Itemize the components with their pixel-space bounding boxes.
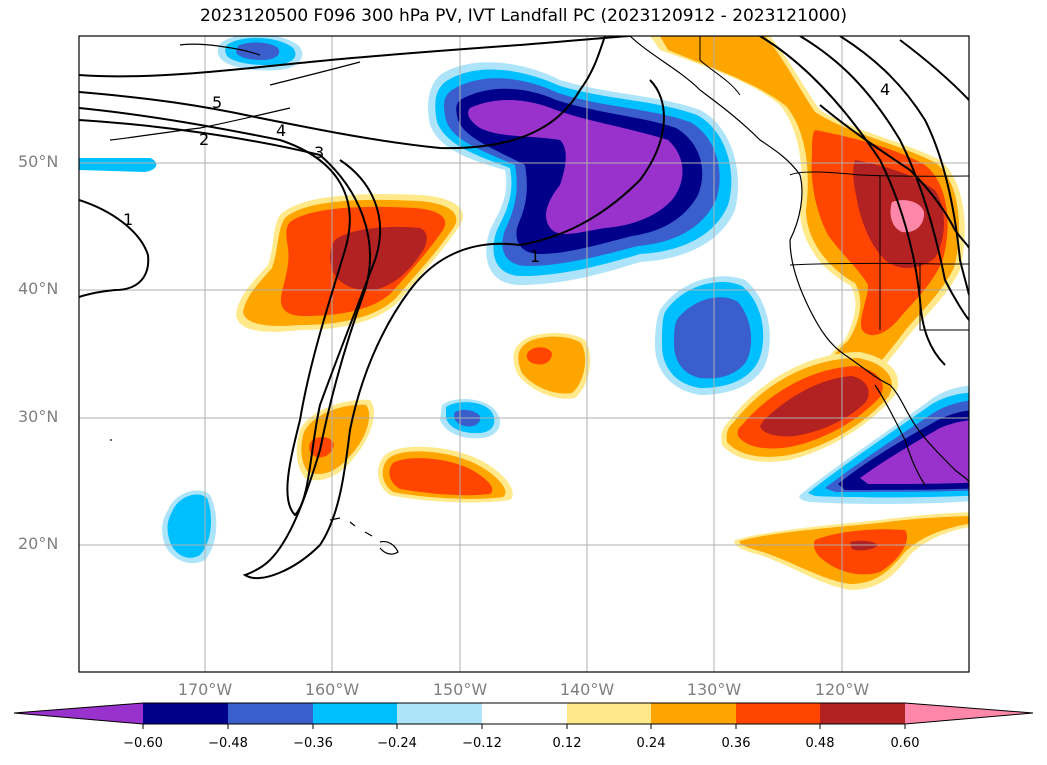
- map-title: 2023120500 F096 300 hPa PV, IVT Landfall…: [199, 6, 847, 26]
- colorbar-segment-4: [397, 703, 482, 724]
- graticule: [79, 36, 969, 672]
- contour-label-5: 5: [212, 93, 222, 112]
- colorbar-segment-6: [567, 703, 651, 724]
- contour-label-1-central: 1: [530, 247, 540, 266]
- coastlines: [109, 36, 969, 555]
- map-plot-area: 5 4 2 3 1 1 4: [79, 36, 969, 672]
- negative-anomaly-southeast: [799, 385, 969, 505]
- colorbar: [13, 702, 1034, 729]
- colorbar-segment-9: [820, 703, 905, 724]
- positive-anomaly-north-america: [650, 36, 965, 397]
- negative-anomaly-subtropical-east: [655, 276, 770, 395]
- colorbar-segment-3: [313, 703, 397, 724]
- negative-anomaly-northwest: [217, 36, 303, 71]
- colorbar-tick-label: −0.60: [123, 736, 163, 751]
- colorbar-segment-extend-high: [905, 703, 1033, 724]
- map-frame: [78, 35, 970, 673]
- lat-label-40n: 40°N: [18, 279, 59, 298]
- colorbar-segment-5: [482, 703, 567, 724]
- lon-label-170w: 170°W: [177, 680, 233, 699]
- lon-label-150w: 150°W: [432, 680, 488, 699]
- contour-label-4: 4: [276, 121, 286, 140]
- colorbar-tick-label: −0.24: [377, 736, 417, 751]
- colorbar-tick-label: 0.12: [552, 736, 582, 751]
- lat-label-50n: 50°N: [18, 152, 59, 171]
- positive-anomaly-35n: [513, 333, 591, 399]
- negative-anomaly-west-edge: [79, 158, 157, 172]
- positive-anomaly-north-central: [236, 194, 464, 332]
- colorbar-segment-2: [228, 703, 313, 724]
- colorbar-tick-label: 0.48: [805, 736, 835, 751]
- contour-label-3: 3: [314, 143, 324, 162]
- lon-label-120w: 120°W: [814, 680, 870, 699]
- contour-label-4-east: 4: [880, 80, 890, 99]
- colorbar-segment-1: [143, 703, 228, 724]
- pv-contours: [79, 36, 969, 580]
- colorbar-segment-7: [651, 703, 736, 724]
- contour-label-2: 2: [199, 130, 209, 149]
- positive-anomaly-30n-east: [721, 352, 899, 462]
- lon-label-140w: 140°W: [559, 680, 615, 699]
- colorbar-tick-label: −0.48: [208, 736, 248, 751]
- lat-label-30n: 30°N: [18, 407, 59, 426]
- negative-anomaly-central-north-pacific: [428, 62, 739, 286]
- lon-label-160w: 160°W: [304, 680, 360, 699]
- colorbar-tick-label: −0.12: [462, 736, 502, 751]
- lat-label-20n: 20°N: [18, 534, 59, 553]
- positive-anomaly-24n: [378, 446, 513, 503]
- colorbar-tick-label: 0.24: [636, 736, 666, 751]
- colorbar-tick-label: 0.60: [890, 736, 920, 751]
- colorbar-tick-label: 0.36: [721, 736, 751, 751]
- colorbar-segment-extend-low: [14, 703, 143, 724]
- colorbar-tick-label: −0.36: [293, 736, 333, 751]
- positive-anomaly-20n: [734, 512, 969, 590]
- colorbar-ticks: [142, 724, 906, 729]
- contour-label-1-west: 1: [123, 210, 133, 229]
- contour-label-group: 5 4 2 3 1 1 4: [123, 80, 890, 266]
- lon-label-130w: 130°W: [686, 680, 742, 699]
- colorbar-segment-8: [736, 703, 820, 724]
